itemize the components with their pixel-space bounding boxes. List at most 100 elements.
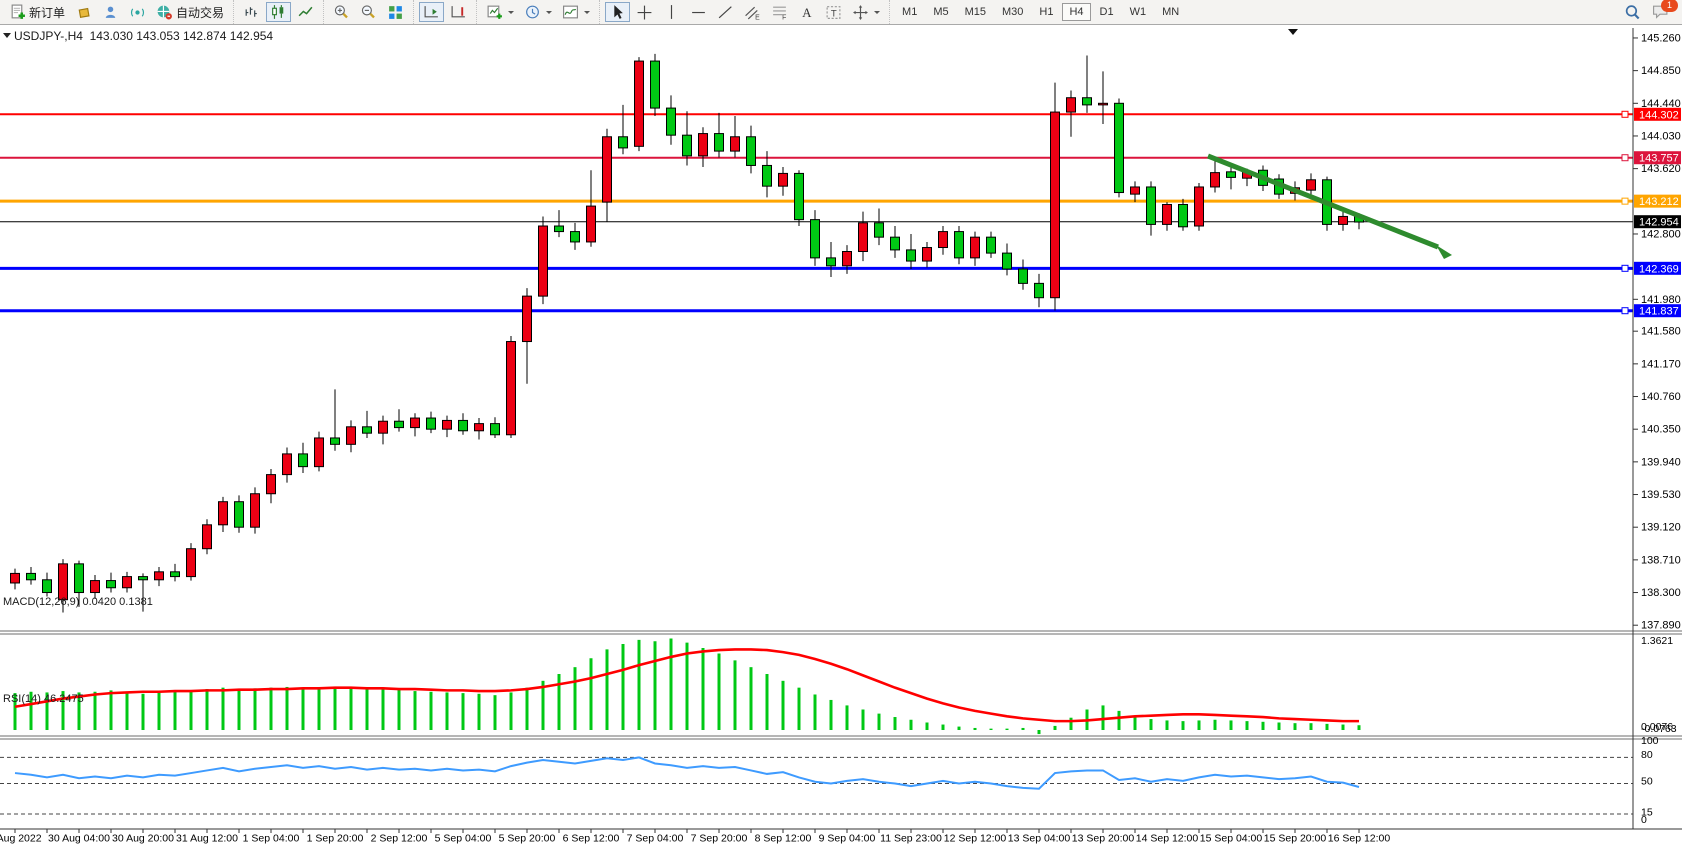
time-axis-label: 31 Aug 12:00	[176, 833, 238, 845]
candle-body	[922, 247, 932, 262]
candle-body	[122, 576, 132, 589]
candle-body	[682, 134, 692, 157]
timeframe-button-mn[interactable]: MN	[1155, 3, 1186, 21]
new-order-button[interactable]: 新订单	[5, 2, 69, 22]
timeframe-button-d1[interactable]: D1	[1093, 3, 1121, 21]
horizontal-level-lines[interactable]	[0, 110, 1633, 315]
auto-trading-icon	[156, 4, 173, 20]
trend-arrow-annotation[interactable]	[1207, 153, 1452, 259]
time-axis-label: 5 Sep 04:00	[435, 833, 492, 845]
text-tool-button[interactable]: A	[794, 2, 819, 22]
candle-body	[1130, 186, 1140, 195]
timeframe-button-h1[interactable]: H1	[1032, 3, 1060, 21]
time-axis-label: 13 Sep 04:00	[1008, 833, 1071, 845]
candle-body	[106, 580, 116, 589]
candle-body	[1114, 102, 1124, 194]
price-tick-label: 141.170	[1641, 358, 1681, 370]
candle-body	[1306, 179, 1316, 191]
dropdown-arrow-icon	[508, 10, 515, 14]
candlestick-icon	[270, 4, 287, 20]
candle-body	[314, 437, 324, 468]
candle-body	[474, 423, 484, 432]
tile-windows-button[interactable]	[383, 2, 408, 22]
svg-text:142.954: 142.954	[1639, 217, 1679, 229]
candle-body	[714, 133, 724, 152]
candle-body	[618, 136, 628, 149]
horizontal-line-icon	[690, 4, 707, 20]
crosshair-icon	[636, 4, 653, 20]
toolbar-group-scroll	[413, 0, 476, 24]
label-tool-button[interactable]: T	[821, 2, 846, 22]
level-price-label	[1634, 151, 1681, 165]
search-button[interactable]	[1620, 2, 1645, 22]
time-axis-label: 15 Sep 04:00	[1200, 833, 1263, 845]
level-line-handle[interactable]	[1621, 307, 1629, 315]
vertical-line-tool-button[interactable]	[659, 2, 684, 22]
line-chart-button[interactable]	[293, 2, 318, 22]
market-depth-button[interactable]	[71, 2, 96, 22]
chart-symbol-info: USDJPY-,H4 143.030 143.053 142.874 142.9…	[14, 29, 274, 43]
channel-icon: E	[744, 4, 761, 20]
time-axis-label: 7 Sep 20:00	[691, 833, 748, 845]
candle-body	[602, 136, 612, 203]
notifications-button[interactable]: 1	[1652, 0, 1678, 21]
price-tick-label: 140.760	[1641, 391, 1681, 403]
candle-body	[1146, 186, 1156, 225]
time-axis-label: 11 Sep 23:00	[880, 833, 942, 845]
level-line-handle[interactable]	[1621, 197, 1629, 205]
time-axis-label: 7 Sep 04:00	[627, 833, 684, 845]
dropdown-arrow-icon	[546, 10, 553, 14]
channel-tool-button[interactable]: E	[740, 2, 765, 22]
zoom-out-button[interactable]	[356, 2, 381, 22]
level-price-label	[1634, 194, 1681, 208]
candle-body	[154, 571, 164, 581]
auto-scroll-button[interactable]	[419, 2, 445, 22]
candle-body	[490, 423, 500, 436]
timeframe-button-m5[interactable]: M5	[926, 3, 955, 21]
signals-button[interactable]	[125, 2, 150, 22]
level-line-handle[interactable]	[1621, 154, 1629, 162]
crosshair-tool-button[interactable]	[632, 2, 657, 22]
horizontal-line-tool-button[interactable]	[686, 2, 711, 22]
trendline-tool-button[interactable]	[713, 2, 738, 22]
price-tick-label: 143.620	[1641, 163, 1681, 175]
level-line-handle[interactable]	[1621, 110, 1629, 118]
candle-body	[1338, 215, 1348, 225]
auto-trading-button[interactable]: 自动交易	[152, 2, 228, 22]
bar-chart-button[interactable]	[239, 2, 264, 22]
line-chart-icon	[297, 4, 314, 20]
timeframe-button-m1[interactable]: M1	[895, 3, 924, 21]
fibonacci-tool-button[interactable]: F	[767, 2, 792, 22]
symbol-dropdown-icon[interactable]	[3, 33, 11, 38]
timeframe-button-m30[interactable]: M30	[995, 3, 1030, 21]
search-icon	[1624, 4, 1641, 20]
toolbar-group-zoom	[323, 0, 413, 24]
new-chart-button[interactable]	[482, 2, 518, 22]
indicators-button[interactable]	[558, 2, 594, 22]
candlestick-chart-button[interactable]	[266, 2, 292, 22]
candle-body	[1082, 97, 1092, 106]
cursor-tool-button[interactable]	[605, 2, 631, 22]
level-line-handle[interactable]	[1621, 264, 1629, 272]
chart-shift-button[interactable]	[446, 2, 471, 22]
macd-indicator-label: MACD(12,26,9) 0.0420 0.1381	[3, 596, 153, 608]
candle-body	[298, 453, 308, 468]
profiles-button[interactable]	[520, 2, 556, 22]
price-tick-label: 139.120	[1641, 522, 1681, 534]
chart-shift-icon	[450, 4, 467, 20]
toolbar-right: 1	[1619, 0, 1682, 22]
publisher-button[interactable]	[98, 2, 123, 22]
candle-body	[810, 219, 820, 259]
price-tick-label: 145.260	[1641, 32, 1681, 44]
svg-text:T: T	[831, 8, 837, 19]
arrows-tool-button[interactable]	[848, 2, 884, 22]
candle-body	[1002, 252, 1012, 270]
candle-body	[1210, 172, 1220, 188]
price-axis[interactable]: 145.260 144.850 144.440 144.030 143.620 142.8…	[1632, 28, 1681, 829]
zoom-in-button[interactable]	[329, 2, 354, 22]
timeframe-button-w1[interactable]: W1	[1123, 3, 1154, 21]
timeframe-button-m15[interactable]: M15	[958, 3, 993, 21]
timeframe-button-h4[interactable]: H4	[1062, 3, 1091, 21]
